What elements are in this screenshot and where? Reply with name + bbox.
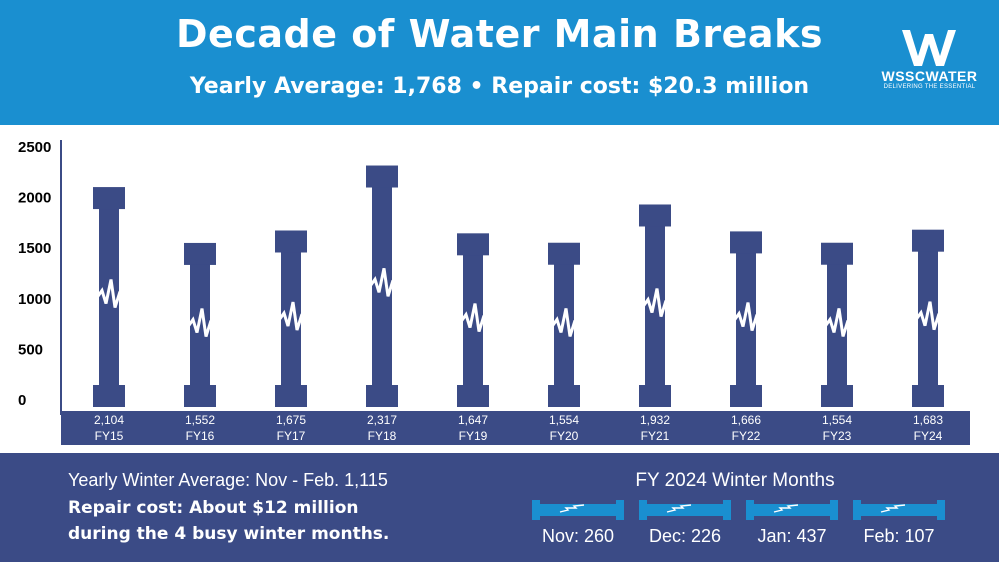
header-banner: Decade of Water Main Breaks Yearly Avera… <box>0 0 999 125</box>
bar-fy24 <box>912 229 944 407</box>
bar-value-label: 2,317 <box>367 413 397 427</box>
x-tick-label: FY20 <box>550 429 579 443</box>
page-subtitle: Yearly Average: 1,768 • Repair cost: $20… <box>189 74 810 99</box>
bar-value-label: 1,554 <box>549 413 579 427</box>
y-tick-label: 2000 <box>18 190 51 207</box>
wssc-w-logo-icon <box>902 30 956 66</box>
x-tick-label: FY18 <box>368 429 397 443</box>
bar-value-label: 1,683 <box>913 413 943 427</box>
bar-value-label: 1,647 <box>458 413 488 427</box>
x-tick-label: FY23 <box>823 429 852 443</box>
pipe-icon <box>639 500 731 520</box>
x-tick-label: FY22 <box>732 429 761 443</box>
month-feb: Feb: 107 <box>851 500 947 547</box>
bar-fy20 <box>548 242 580 407</box>
chart-bars <box>93 165 944 407</box>
page-title: Decade of Water Main Breaks <box>176 12 823 56</box>
bar-value-label: 1,552 <box>185 413 215 427</box>
month-label-feb: Feb: 107 <box>863 526 935 546</box>
water-main-breaks-chart: 0 500 1000 1500 2000 2500 2,104 FY15 1,552 FY16 1… <box>18 139 970 445</box>
bar-value-label: 2,104 <box>94 413 124 427</box>
bar-value-label: 1,554 <box>822 413 852 427</box>
winter-average-text: Yearly Winter Average: Nov - Feb. 1,115 <box>68 470 388 490</box>
bar-fy15 <box>93 187 125 407</box>
bar-fy23 <box>821 242 853 407</box>
month-label-nov: Nov: 260 <box>541 526 615 546</box>
winter-months-title: FY 2024 Winter Months <box>635 470 835 491</box>
month-label-dec: Dec: 226 <box>648 526 722 546</box>
break-icon <box>277 301 304 331</box>
month-jan: Jan: 437 <box>744 500 840 547</box>
bar-fy16 <box>184 242 216 407</box>
month-dec: Dec: 226 <box>637 500 733 547</box>
month-nov: Nov: 260 <box>530 500 626 547</box>
bar-value-label: 1,666 <box>731 413 761 427</box>
wssc-logo: WSSCWATER DELIVERING THE ESSENTIAL <box>872 30 987 92</box>
pipe-icon <box>532 500 624 520</box>
x-axis-band <box>61 411 970 445</box>
bar-value-label: 1,932 <box>640 413 670 427</box>
y-tick-label: 1500 <box>18 240 51 257</box>
bar-fy22 <box>730 231 762 407</box>
break-icon <box>823 308 850 337</box>
pipe-icon <box>853 500 945 520</box>
logo-tagline: DELIVERING THE ESSENTIAL <box>883 84 976 90</box>
break-icon <box>459 303 486 333</box>
logo-name: WSSCWATER <box>881 68 978 84</box>
y-tick-label: 0 <box>18 392 26 409</box>
y-tick-label: 1000 <box>18 291 51 308</box>
x-tick-label: FY19 <box>459 429 488 443</box>
break-icon <box>641 288 668 318</box>
x-axis-labels: 2,104 FY15 1,552 FY16 1,675 FY17 2,317 FY18 1,64… <box>94 413 943 443</box>
break-icon <box>732 302 759 332</box>
pipe-icon <box>746 500 838 520</box>
break-icon <box>186 308 213 338</box>
y-tick-label: 500 <box>18 341 43 358</box>
y-axis-tick-labels: 0 500 1000 1500 2000 2500 <box>18 139 51 409</box>
x-tick-label: FY21 <box>641 429 670 443</box>
x-tick-label: FY16 <box>186 429 215 443</box>
break-icon <box>368 268 395 297</box>
winter-repair-cost-line1: Repair cost: About $12 million <box>68 498 359 518</box>
y-tick-label: 2500 <box>18 139 51 156</box>
bar-value-label: 1,675 <box>276 413 306 427</box>
bar-fy18 <box>366 165 398 407</box>
break-icon <box>914 301 941 331</box>
bar-fy17 <box>275 230 307 407</box>
winter-repair-cost-line2: during the 4 busy winter months. <box>68 524 390 544</box>
bar-fy21 <box>639 204 671 407</box>
month-label-jan: Jan: 437 <box>757 526 827 546</box>
x-tick-label: FY15 <box>95 429 124 443</box>
break-icon <box>550 308 577 337</box>
break-icon <box>95 279 122 308</box>
bar-fy19 <box>457 233 489 407</box>
x-tick-label: FY24 <box>914 429 943 443</box>
x-tick-label: FY17 <box>277 429 306 443</box>
